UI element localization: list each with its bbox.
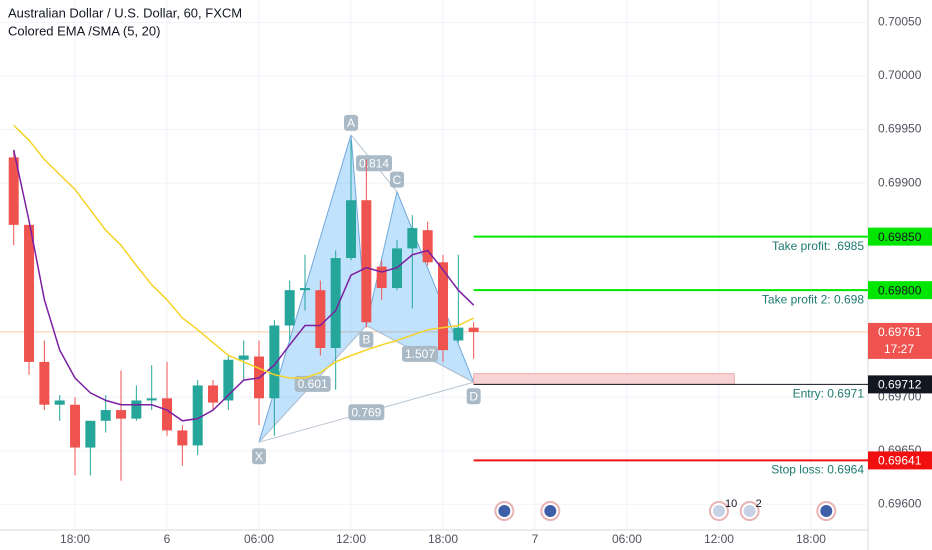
candle-body	[422, 230, 433, 263]
point-label-box	[390, 171, 405, 188]
candle-body	[376, 266, 387, 289]
candle-body	[437, 262, 448, 351]
x-tick-label: 06:00	[612, 532, 642, 546]
event-flag	[544, 505, 557, 517]
chart-title: Australian Dollar / U.S. Dollar, 60, FXC…	[8, 5, 242, 20]
candle-body	[39, 361, 50, 405]
x-tick-label: 6	[164, 532, 171, 546]
y-tick-label: 0.69900	[878, 175, 922, 189]
chart-subtitle: Colored EMA /SMA (5, 20)	[8, 23, 160, 38]
candle-body	[223, 359, 234, 401]
point-label: B	[362, 333, 370, 347]
position-box	[473, 373, 735, 385]
candle-body	[208, 385, 219, 403]
event-flag	[712, 505, 725, 517]
point-label-box	[359, 331, 374, 348]
candle-body	[238, 355, 249, 360]
price-label: 0.69712	[878, 378, 922, 392]
x-tick-label: 12:00	[704, 532, 734, 546]
level-text: Take profit 2: 0.698	[762, 292, 864, 306]
last-price-box	[868, 322, 932, 359]
candle-body	[284, 290, 295, 326]
ratio-label: 0.601	[298, 377, 328, 391]
candle-body	[131, 400, 142, 419]
candle-body	[177, 430, 188, 446]
candle-body	[407, 228, 418, 249]
event-flag	[743, 505, 756, 517]
point-label: D	[469, 389, 478, 403]
candle-body	[70, 404, 81, 448]
candle-body	[192, 385, 203, 446]
moving-average	[12, 149, 475, 422]
candle-body	[8, 157, 19, 225]
y-tick-label: 0.69600	[878, 496, 922, 510]
point-label: A	[347, 116, 355, 130]
event-count: 2	[756, 498, 762, 510]
candle-body	[162, 398, 173, 431]
y-tick-label: 0.70000	[878, 68, 922, 82]
price-label: 0.69800	[878, 283, 922, 297]
candle-body	[116, 410, 127, 419]
level-text: Take profit: .6985	[772, 239, 864, 253]
level-text: Entry: 0.6971	[793, 387, 865, 401]
candle-body	[315, 290, 326, 348]
ratio-label: 0.814	[359, 156, 389, 170]
price-label: 0.69850	[878, 230, 922, 244]
ratio-label: 1.507	[405, 347, 435, 361]
candle-body	[330, 258, 341, 348]
candle-body	[146, 398, 157, 401]
y-tick-label: 0.70050	[878, 15, 922, 29]
last-price-label: 0.69761	[878, 325, 922, 339]
level-text: Stop loss: 0.6964	[771, 463, 864, 477]
price-label-box	[868, 281, 932, 300]
price-label: 0.69641	[878, 454, 922, 468]
price-label-box	[868, 227, 932, 246]
point-label-box	[252, 448, 267, 465]
x-tick-label: 12:00	[336, 532, 366, 546]
countdown-label: 17:27	[884, 342, 914, 356]
candle-body	[300, 288, 311, 291]
y-tick-label: 0.69950	[878, 122, 922, 136]
price-label-box	[868, 375, 932, 394]
point-label: X	[255, 449, 263, 463]
point-label-box	[344, 114, 359, 131]
event-flag	[820, 505, 833, 517]
point-label-box	[466, 388, 481, 405]
candle-body	[100, 410, 111, 421]
ratio-label-box	[348, 404, 385, 421]
ratio-label-box	[402, 345, 439, 362]
moving-average	[13, 124, 475, 379]
ratio-label-box	[294, 375, 331, 392]
event-count: 10	[725, 498, 737, 510]
event-flag	[498, 505, 511, 517]
x-tick-label: 7	[532, 532, 539, 546]
ratio-label: 0.769	[351, 405, 381, 419]
ratio-label-box	[356, 155, 393, 172]
candle-body	[453, 327, 464, 341]
candle-body	[269, 325, 280, 399]
price-label-box	[868, 451, 932, 470]
candle-body	[85, 420, 96, 448]
candle-body	[346, 200, 357, 259]
candle-body	[468, 327, 479, 332]
x-tick-label: 06:00	[244, 532, 274, 546]
x-tick-label: 18:00	[428, 532, 458, 546]
point-label: C	[393, 173, 402, 187]
x-tick-label: 18:00	[60, 532, 90, 546]
candle-body	[54, 400, 65, 405]
candle-body	[361, 200, 372, 323]
candle-body	[24, 224, 35, 362]
x-tick-label: 18:00	[796, 532, 826, 546]
